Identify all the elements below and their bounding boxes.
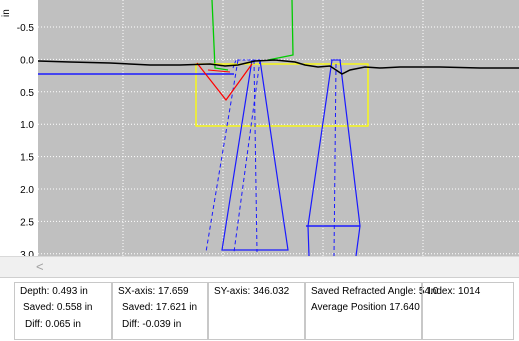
y-tick-label: -0.5 xyxy=(17,23,35,34)
status-bar: Depth: 0.493 in Saved: 0.558 in Diff: 0.… xyxy=(0,278,519,341)
red-refraction-line-2 xyxy=(207,69,231,73)
angle-panel: Saved Refracted Angle: 54.0 Average Posi… xyxy=(305,282,438,340)
y-tick-label: 1.0 xyxy=(20,120,34,131)
surface-profile xyxy=(37,59,519,75)
scan-plot[interactable]: -0.5 0.0 0.5 1.0 1.5 2.0 2.5 3.0 in xyxy=(0,0,519,256)
y-axis-ticks: -0.5 0.0 0.5 1.0 1.5 2.0 2.5 3.0 xyxy=(17,23,35,256)
sx-axis-saved: Saved: 17.621 in xyxy=(122,302,198,313)
yellow-region-box xyxy=(195,63,369,127)
blue-dashed-ray-2 xyxy=(233,59,261,253)
plot-canvas[interactable]: -0.5 0.0 0.5 1.0 1.5 2.0 2.5 3.0 in xyxy=(0,0,519,256)
horizontal-scrollbar[interactable]: < xyxy=(0,256,519,278)
index-panel: Index: 1014 xyxy=(422,282,514,340)
depth-diff: Diff: 0.065 in xyxy=(25,319,81,330)
blue-cone-1 xyxy=(221,59,289,251)
sx-axis-panel: SX-axis: 17.659 Saved: 17.621 in Diff: -… xyxy=(112,282,208,340)
average-position: Average Position 17.640 xyxy=(311,302,420,313)
refracted-angle: Saved Refracted Angle: 54.0 xyxy=(311,286,439,297)
red-refraction-lines xyxy=(196,62,253,101)
sy-axis-panel: SY-axis: 346.032 xyxy=(208,282,305,340)
green-beam-line xyxy=(211,0,229,71)
plot-area xyxy=(38,0,519,256)
y-tick-label: 2.0 xyxy=(20,185,34,196)
depth-value: Depth: 0.493 in xyxy=(20,286,88,297)
scroll-left-arrow-icon[interactable]: < xyxy=(36,259,44,274)
sy-axis-value: SY-axis: 346.032 xyxy=(214,286,290,297)
depth-saved: Saved: 0.558 in xyxy=(23,302,93,313)
sx-axis-diff: Diff: -0.039 in xyxy=(122,319,182,330)
y-tick-label: 0.5 xyxy=(20,88,34,99)
sx-axis-value: SX-axis: 17.659 xyxy=(118,286,189,297)
y-tick-label: 3.0 xyxy=(20,250,34,256)
y-tick-label: 0.0 xyxy=(20,55,34,66)
y-tick-label: 1.5 xyxy=(20,153,34,164)
index-value: Index: 1014 xyxy=(428,286,481,297)
green-beam-line-2 xyxy=(267,0,294,61)
depth-panel: Depth: 0.493 in Saved: 0.558 in Diff: 0.… xyxy=(14,282,112,340)
y-unit-label: in xyxy=(1,9,12,17)
y-tick-label: 2.5 xyxy=(20,217,34,228)
blue-dashed-ray xyxy=(205,59,239,253)
